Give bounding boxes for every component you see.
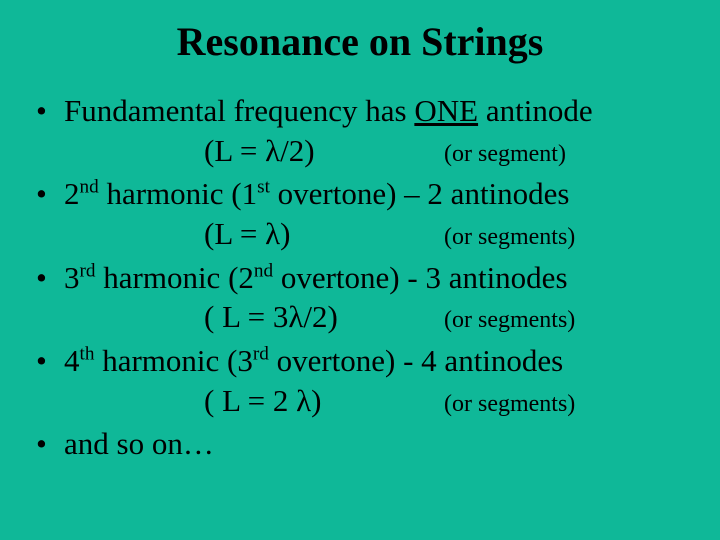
bullet-item-4: 4th harmonic (3rd overtone) - 4 antinode… bbox=[64, 341, 700, 420]
bullet-1-line1: Fundamental frequency has ONE antinode bbox=[64, 91, 700, 131]
bullet-4-line1: 4th harmonic (3rd overtone) - 4 antinode… bbox=[64, 341, 700, 381]
b1-prefix: Fundamental frequency has bbox=[64, 93, 414, 128]
b3-formula: ( L = 3λ/2) bbox=[204, 297, 444, 337]
bullet-1-line2: (L = λ/2) (or segment) bbox=[64, 131, 700, 171]
b3-ord2: nd bbox=[254, 260, 273, 281]
bullet-item-5: and so on… bbox=[64, 424, 700, 464]
bullet-3-line2: ( L = 3λ/2) (or segments) bbox=[64, 297, 700, 337]
bullet-list: Fundamental frequency has ONE antinode (… bbox=[20, 91, 700, 464]
b4-ord2: rd bbox=[253, 344, 269, 365]
b2-ord2: st bbox=[257, 177, 270, 198]
b2-mid: harmonic (1 bbox=[99, 176, 257, 211]
b4-formula: ( L = 2 λ) bbox=[204, 381, 444, 421]
b4-ord: th bbox=[80, 344, 95, 365]
b4-mid: harmonic (3 bbox=[94, 343, 252, 378]
b1-emph: ONE bbox=[414, 93, 478, 128]
slide-title: Resonance on Strings bbox=[20, 18, 700, 65]
b4-tail: overtone) - 4 antinodes bbox=[269, 343, 563, 378]
b3-tail: overtone) - 3 antinodes bbox=[273, 260, 567, 295]
bullet-2-line2: (L = λ) (or segments) bbox=[64, 214, 700, 254]
b3-num: 3 bbox=[64, 260, 80, 295]
bullet-3-line1: 3rd harmonic (2nd overtone) - 3 antinode… bbox=[64, 258, 700, 298]
b4-num: 4 bbox=[64, 343, 80, 378]
b5-plain: and so on… bbox=[64, 426, 214, 461]
b3-ord: rd bbox=[80, 260, 96, 281]
b1-segnote: (or segment) bbox=[444, 139, 566, 170]
slide: Resonance on Strings Fundamental frequen… bbox=[0, 0, 720, 540]
b2-num: 2 bbox=[64, 176, 80, 211]
bullet-item-2: 2nd harmonic (1st overtone) – 2 antinode… bbox=[64, 174, 700, 253]
b2-tail: overtone) – 2 antinodes bbox=[270, 176, 570, 211]
bullet-item-1: Fundamental frequency has ONE antinode (… bbox=[64, 91, 700, 170]
b4-segnote: (or segments) bbox=[444, 389, 575, 420]
bullet-4-line2: ( L = 2 λ) (or segments) bbox=[64, 381, 700, 421]
b2-ord: nd bbox=[80, 177, 99, 198]
b1-formula: (L = λ/2) bbox=[204, 131, 444, 171]
b2-segnote: (or segments) bbox=[444, 222, 575, 253]
b2-formula: (L = λ) bbox=[204, 214, 444, 254]
bullet-2-line1: 2nd harmonic (1st overtone) – 2 antinode… bbox=[64, 174, 700, 214]
bullet-item-3: 3rd harmonic (2nd overtone) - 3 antinode… bbox=[64, 258, 700, 337]
b3-mid: harmonic (2 bbox=[96, 260, 254, 295]
b3-segnote: (or segments) bbox=[444, 305, 575, 336]
b1-suffix: antinode bbox=[478, 93, 593, 128]
